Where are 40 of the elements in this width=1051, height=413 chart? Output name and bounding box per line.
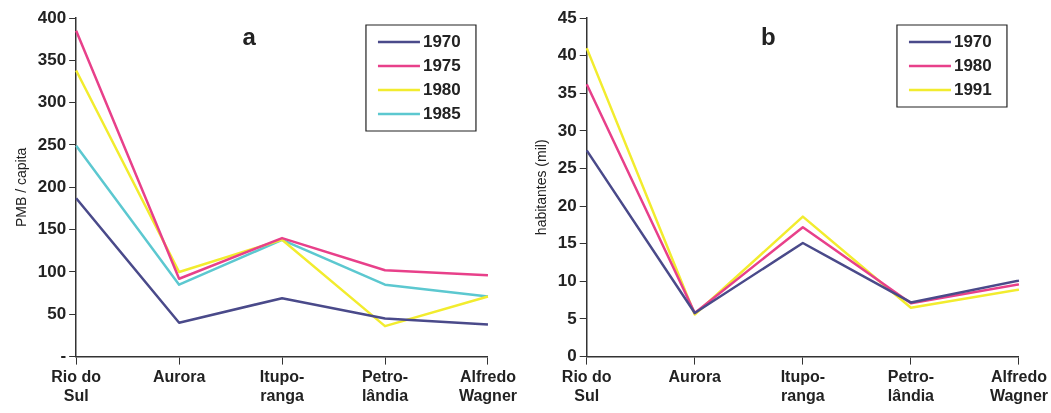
- y-tick-label: 45: [557, 7, 577, 27]
- legend-label: 1975: [422, 55, 461, 75]
- x-tick-label: Itupo-ranga: [780, 367, 826, 404]
- legend-label: 1970: [422, 31, 461, 51]
- x-tick-label: Aurora: [152, 367, 206, 385]
- y-tick-label: 30: [557, 120, 577, 140]
- x-tick-label: Aurora: [668, 367, 722, 385]
- x-tick-label: Rio do Sul: [51, 367, 102, 404]
- y-tick-label: 250: [37, 134, 67, 154]
- legend-label: 1970: [953, 31, 992, 51]
- legend-label: 1991: [953, 79, 992, 99]
- y-tick-label: -: [60, 346, 67, 366]
- y-tick-label: 100: [37, 261, 67, 281]
- y-tick-label: 20: [557, 195, 577, 215]
- y-tick-label: 0: [567, 346, 577, 366]
- y-axis-title: PMB / capita: [13, 147, 30, 227]
- y-tick-label: 40: [557, 45, 577, 65]
- y-tick-label: 25: [557, 158, 577, 178]
- y-tick-label: 350: [37, 50, 67, 70]
- x-tick-label: Itupo-ranga: [259, 367, 305, 404]
- y-tick-label: 300: [37, 92, 67, 112]
- y-tick-label: 50: [47, 303, 67, 323]
- y-tick-label: 15: [557, 233, 577, 253]
- y-tick-label: 5: [567, 308, 577, 328]
- chart-title: b: [760, 22, 776, 50]
- y-axis-title: habitantes (mil): [533, 139, 550, 236]
- chart-title: a: [242, 22, 257, 50]
- y-tick-label: 10: [557, 271, 577, 291]
- y-tick-label: 400: [37, 7, 67, 27]
- x-tick-label: Rio do Sul: [561, 367, 612, 404]
- x-tick-label: Alfredo Wagner: [989, 367, 1048, 404]
- x-tick-label: Petro-lândia: [361, 367, 409, 404]
- y-tick-label: 200: [37, 176, 67, 196]
- x-tick-label: Alfredo Wagner: [458, 367, 517, 404]
- legend-label: 1980: [953, 55, 992, 75]
- y-tick-label: 35: [557, 82, 577, 102]
- legend-label: 1985: [422, 103, 461, 123]
- legend-label: 1980: [422, 79, 461, 99]
- y-tick-label: 150: [37, 219, 67, 239]
- x-tick-label: Petro-lândia: [887, 367, 935, 404]
